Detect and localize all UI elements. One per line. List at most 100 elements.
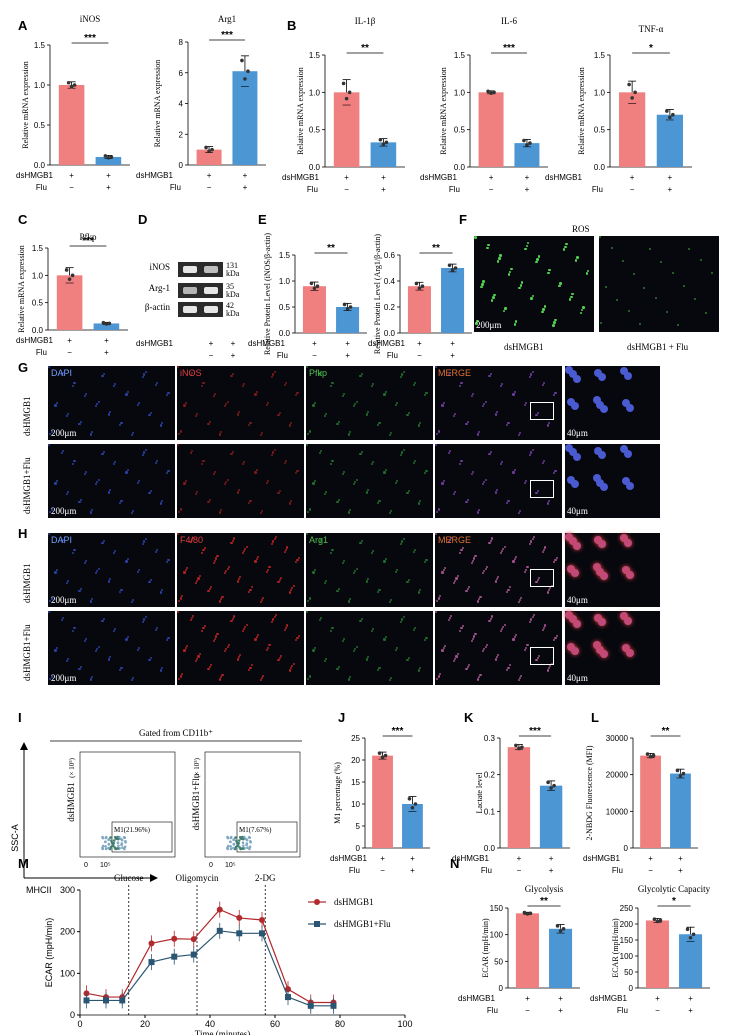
cell-dot [495, 578, 499, 581]
cell-dot [555, 634, 558, 637]
cell-dot [495, 411, 499, 414]
cell-dot [154, 461, 157, 464]
zoom-cell [625, 403, 634, 412]
cell-dot [292, 584, 295, 587]
cell-dot [336, 589, 339, 593]
y-tick-label: 0.5 [34, 121, 46, 130]
minus-sign: − [312, 351, 317, 360]
flow-event [107, 842, 111, 846]
cell-dot [307, 677, 310, 680]
panel-letter-a: A [18, 18, 28, 33]
y-tick-label: 1.0 [279, 277, 291, 286]
cell-dot [272, 618, 275, 621]
cell-dot [126, 469, 129, 472]
cell-dot [512, 393, 515, 396]
flow-event [229, 840, 232, 844]
cell-dot [401, 451, 404, 454]
zoom-box [530, 402, 554, 420]
cell-dot [126, 391, 129, 394]
cell-dot [649, 247, 652, 250]
cell-dot [347, 511, 351, 514]
cell-dot [470, 639, 473, 643]
cell-dot [474, 633, 477, 636]
data-point [546, 780, 550, 785]
cell-dot [424, 639, 427, 642]
treatment-row2-label: Flu [612, 866, 623, 875]
cell-dot [443, 567, 447, 570]
cell-dot [531, 538, 534, 541]
plus-sign: + [558, 1006, 563, 1015]
bar-flu [95, 157, 122, 165]
cell-dot [470, 394, 473, 398]
cell-dot [83, 639, 86, 643]
flow-event [117, 844, 120, 847]
cell-dot [97, 567, 100, 570]
zoom-box [530, 647, 554, 665]
cell-dot [250, 586, 253, 589]
data-point [243, 77, 247, 81]
cell-dot [278, 578, 281, 582]
cell-dot [72, 462, 75, 465]
cell-dot [190, 538, 194, 542]
cell-dot [360, 372, 363, 375]
y-axis-label: 2-NBDG Fluorescence (MFI) [585, 745, 594, 840]
cell-dot [442, 480, 445, 483]
cell-dot [687, 248, 690, 251]
cell-dot [383, 393, 386, 396]
cell-dot [179, 430, 182, 433]
cell-dot [178, 677, 181, 680]
data-point [681, 771, 686, 776]
cell-dot [506, 590, 509, 593]
cell-dot [459, 551, 462, 554]
cell-dot [542, 548, 546, 551]
injection-label: 2-DG [255, 873, 276, 883]
cell-dot [73, 382, 76, 385]
data-point [688, 935, 693, 940]
cell-dot [259, 512, 262, 515]
zoom-cell [592, 396, 601, 405]
flow-event [242, 837, 245, 841]
cell-dot [325, 412, 328, 415]
zoom-cell [620, 534, 629, 543]
cell-dot [586, 269, 590, 273]
cell-dot [419, 500, 422, 503]
cell-dot [84, 559, 88, 562]
cell-dot [307, 599, 310, 602]
cell-dot [474, 236, 477, 239]
bar-flu [370, 142, 397, 167]
cell-dot [518, 509, 521, 513]
cell-dot [273, 449, 276, 452]
cell-dot [50, 675, 53, 678]
minus-sign: − [517, 866, 522, 875]
treatment-row1-label: dsHMGB1 [368, 339, 405, 348]
micro-row-label: dsHMGB1 [22, 396, 32, 436]
bar-dshmgb1 [302, 286, 326, 333]
zoom-scale-label: 40μm [567, 673, 588, 683]
bar-flu [514, 143, 540, 167]
cell-dot [559, 282, 562, 285]
cell-dot [341, 394, 344, 398]
cell-dot [475, 322, 478, 325]
cell-dot [212, 394, 215, 398]
cell-dot [180, 595, 183, 598]
minus-sign: − [525, 1006, 530, 1015]
cell-dot [517, 512, 520, 515]
cell-dot [447, 452, 450, 455]
flow-event [241, 847, 245, 850]
y-tick-label: 0.0 [484, 844, 496, 853]
cell-dot [60, 619, 63, 622]
zoom-cell [572, 619, 581, 628]
cell-dot [359, 374, 362, 378]
cell-dot [499, 385, 502, 388]
zoom-cell [594, 446, 603, 455]
cell-dot [476, 319, 479, 323]
cell-dot [528, 620, 532, 623]
zoom-cell [600, 405, 609, 414]
y-tick-label: 0 [499, 984, 504, 993]
cell-dot [55, 402, 58, 405]
cell-dot [508, 270, 512, 274]
y-tick-label: 0.5 [594, 126, 606, 135]
cell-dot [312, 649, 315, 652]
cell-dot [443, 645, 447, 648]
cell-dot [354, 403, 357, 406]
